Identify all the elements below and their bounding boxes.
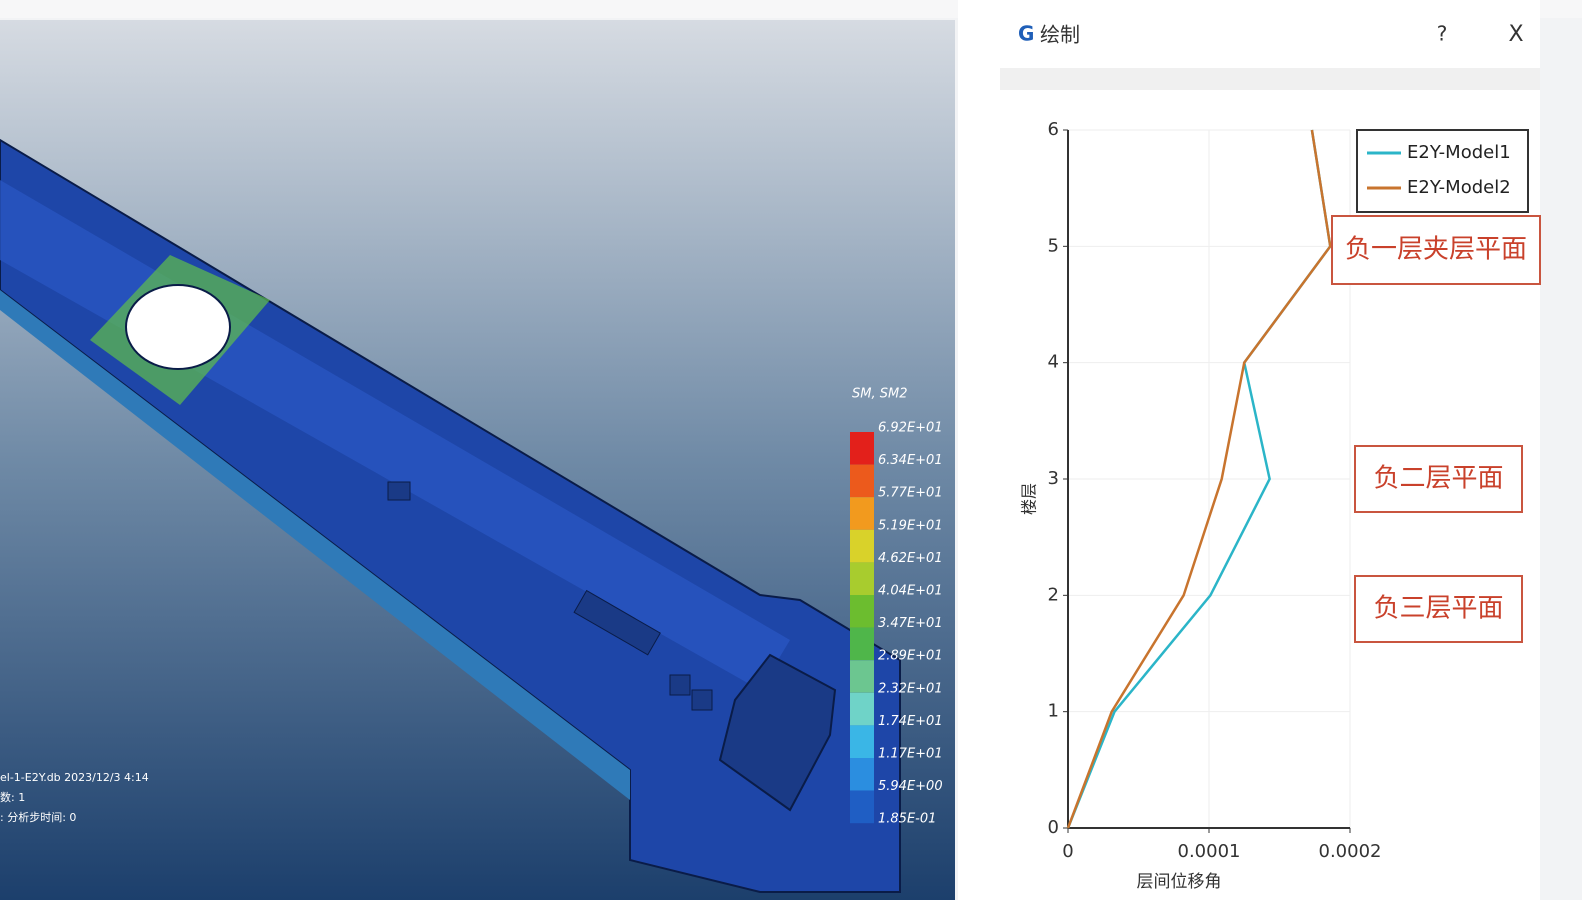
legend-label: 4.62E+01 bbox=[878, 551, 943, 566]
toolbar bbox=[1000, 68, 1540, 90]
legend-label: 5.77E+01 bbox=[878, 486, 943, 501]
legend-title: SM, SM2 bbox=[852, 387, 907, 402]
screen: SM, SM2 6.92E+01 6.34E+01 5.77E+01 5.19E+01 4… bbox=[0, 0, 1582, 900]
help-button[interactable]: ? bbox=[1437, 22, 1448, 46]
legend-swatch bbox=[850, 432, 874, 465]
legend-swatch bbox=[850, 725, 874, 758]
legend-label: 1.74E+01 bbox=[878, 714, 943, 729]
legend-label: 5.94E+00 bbox=[878, 779, 943, 794]
legend-swatch bbox=[850, 530, 874, 563]
y-tick-label: 0 bbox=[1048, 817, 1059, 838]
legend-swatch bbox=[850, 595, 874, 628]
info-text: 数: 1 bbox=[0, 791, 25, 804]
dialog-title: 绘制 bbox=[1040, 23, 1080, 47]
legend-label: 5.19E+01 bbox=[878, 518, 943, 533]
y-tick-label: 3 bbox=[1048, 468, 1059, 489]
opening bbox=[126, 285, 230, 369]
opening bbox=[670, 675, 690, 695]
legend-swatch bbox=[850, 562, 874, 595]
legend-swatch bbox=[850, 497, 874, 530]
y-tick-label: 5 bbox=[1048, 235, 1059, 256]
y-axis-label: 楼层 bbox=[1020, 483, 1039, 515]
opening bbox=[388, 482, 410, 500]
app-icon: G bbox=[1018, 22, 1034, 46]
y-tick-label: 6 bbox=[1048, 119, 1059, 140]
legend-label: 2.89E+01 bbox=[878, 649, 943, 664]
legend-label: 1.85E-01 bbox=[878, 812, 936, 827]
legend-label: 1.17E+01 bbox=[878, 747, 943, 762]
y-tick-label: 4 bbox=[1048, 352, 1059, 373]
x-axis-label: 层间位移角 bbox=[1137, 872, 1222, 892]
opening bbox=[692, 690, 712, 710]
legend-label: 3.47E+01 bbox=[878, 616, 943, 631]
legend-swatch bbox=[850, 628, 874, 661]
info-text: : 分析步时间: 0 bbox=[0, 810, 76, 824]
legend-label: 2.32E+01 bbox=[878, 681, 943, 696]
x-tick-label: 0.0001 bbox=[1178, 841, 1241, 862]
annotation: 负一层夹层平面 bbox=[1345, 235, 1527, 265]
legend-swatch bbox=[850, 693, 874, 726]
annotation: 负三层平面 bbox=[1373, 594, 1503, 624]
legend-swatch bbox=[850, 660, 874, 693]
legend-label: E2Y-Model2 bbox=[1407, 177, 1511, 198]
legend-label: 4.04E+01 bbox=[878, 584, 943, 599]
legend-label: 6.34E+01 bbox=[878, 453, 943, 468]
close-button[interactable]: X bbox=[1508, 22, 1523, 47]
legend-swatch bbox=[850, 758, 874, 791]
legend-label: 6.92E+01 bbox=[878, 421, 943, 436]
x-tick-label: 0 bbox=[1062, 841, 1073, 862]
legend-swatch bbox=[850, 791, 874, 824]
legend-label: E2Y-Model1 bbox=[1407, 142, 1511, 163]
page: { "viewport": { "legend_title": "SM, SM2… bbox=[0, 0, 1582, 900]
annotation: 负二层平面 bbox=[1373, 464, 1503, 494]
info-text: el-1-E2Y.db 2023/12/3 4:14 bbox=[0, 771, 149, 784]
y-tick-label: 2 bbox=[1048, 584, 1059, 605]
y-tick-label: 1 bbox=[1048, 701, 1059, 722]
x-tick-label: 0.0002 bbox=[1319, 841, 1382, 862]
legend-swatch bbox=[850, 465, 874, 498]
